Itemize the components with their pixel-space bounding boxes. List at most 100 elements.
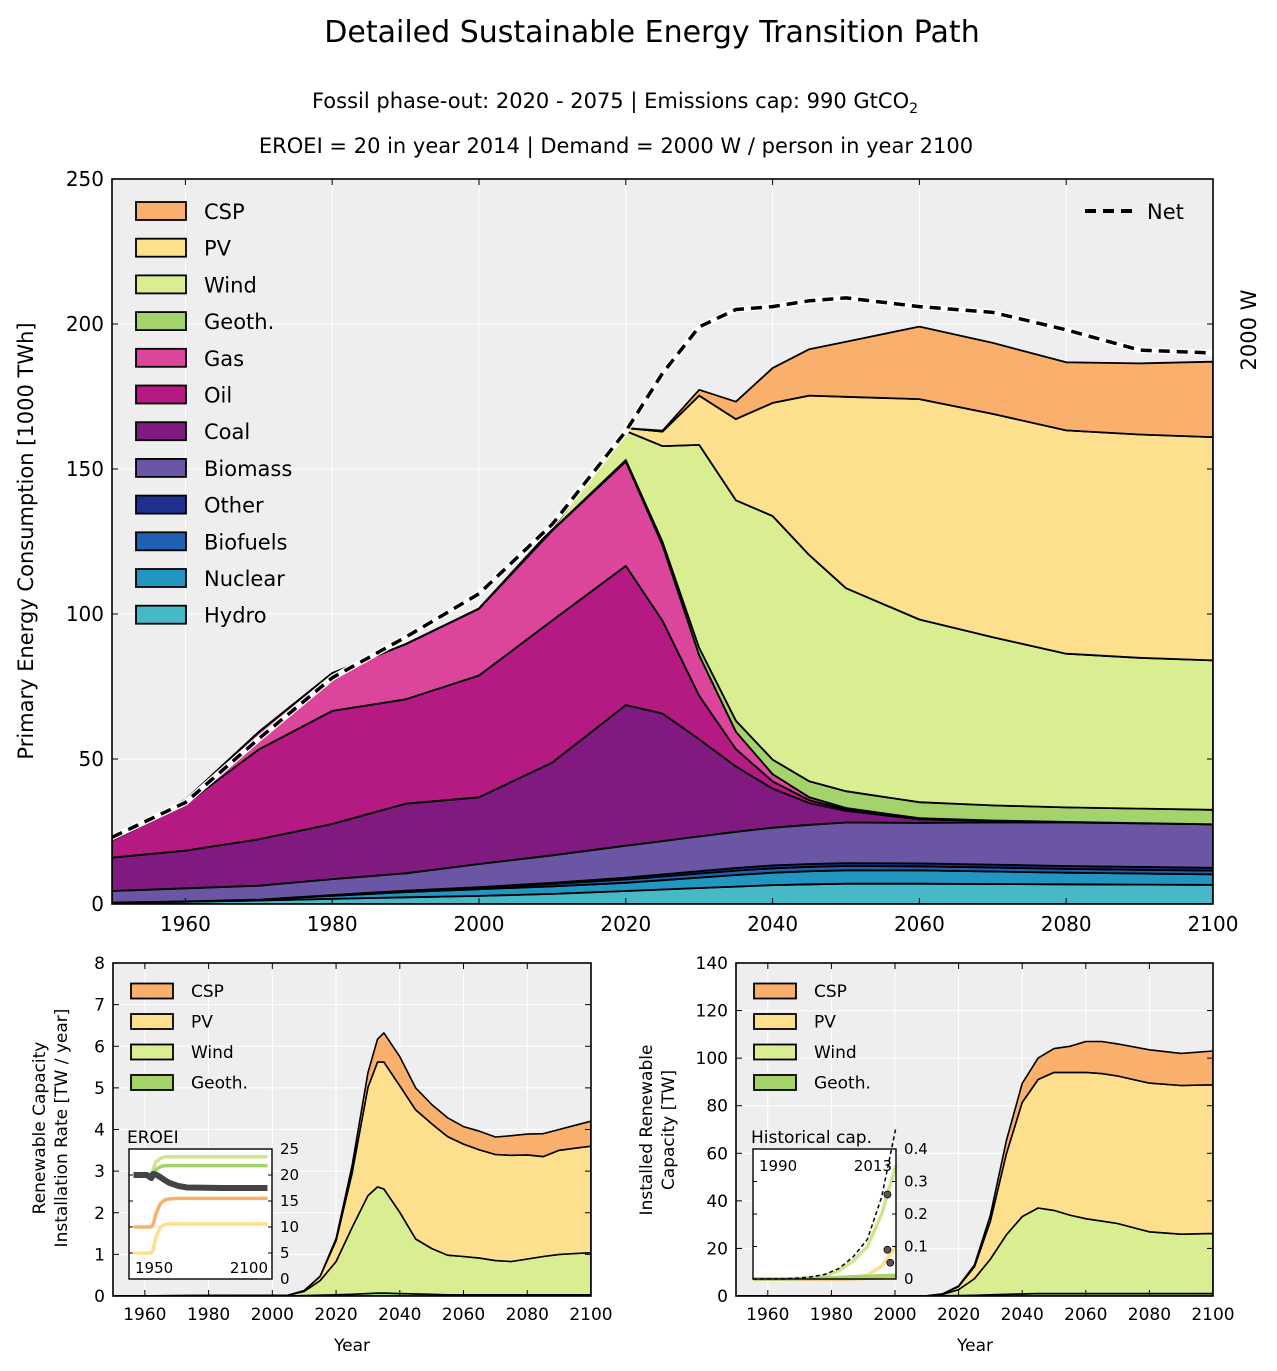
legend-swatch-pv [753,1013,797,1030]
subtitle-line-1-text: Fossil phase-out: 2020 - 2075 | Emission… [312,89,909,114]
y-tick-label: 140 [696,954,728,974]
inset-background [753,1149,896,1279]
tick-labels: 1960 1980 2000 2020 2040 2060 2080 210001234567… [94,954,612,1325]
inset-x-tick-label: 1950 [135,1259,173,1277]
series-areas [113,1032,591,1296]
inset-data-point [883,1245,892,1254]
legend-swatch-pv [135,237,187,258]
legend-swatch-csp [130,982,174,1000]
x-tick-label: 2020 [314,1305,357,1325]
ticks [736,962,1214,1297]
legend-swatch-other [135,494,187,515]
legend-label-pv: PV [204,237,232,261]
legend-label-csp: CSP [814,982,847,1002]
legend-net: Net [1085,200,1184,224]
x-tick-label: 2080 [506,1305,549,1325]
legend: CSP PV Wind Geoth. [753,982,871,1094]
y-tick-label: 0 [91,892,104,916]
x-tick-label: 2040 [1001,1305,1044,1325]
y-tick-label: 4 [94,1121,105,1141]
legend-label-pv: PV [191,1013,213,1033]
inset-x-tick-label: 1990 [759,1157,797,1175]
y-tick-label: 60 [706,1144,728,1164]
figure-title: Detailed Sustainable Energy Transition P… [324,15,979,50]
inset-y-tick-label: 20 [280,1166,299,1184]
series-areas [112,294,1213,904]
y-tick-label: 40 [706,1192,728,1212]
y-tick-label: 120 [696,1002,728,1022]
legend-swatch-geoth [753,1074,797,1091]
x-tick-label: 2100 [1188,912,1239,936]
net-line [112,296,1213,839]
y-tick-label: 250 [66,167,104,191]
x-tick-label: 2000 [251,1305,294,1325]
y-tick-label: 0 [94,1287,105,1307]
legend: CSP PV Wind Geoth. [130,982,248,1094]
y-tick-label: 100 [66,602,104,626]
x-tick-label: 1980 [810,1305,853,1325]
x-tick-label: 2060 [1064,1305,1107,1325]
y-tick-label: 150 [66,457,104,481]
legend-label-net: Net [1147,200,1184,224]
installed-capacity-chart: 1960 1980 2000 2020 2040 2060 2080 210002040608… [637,954,1235,1356]
inset-y-ticks: 0 5 10 15 20 25 [129,1140,299,1288]
main-chart: 1960 1980 2000 2020 2040 2060 2080 2100 0 50 100 15… [14,167,1261,936]
inset-x-tick-label: 2013 [854,1157,892,1175]
legend-label-hydro: Hydro [204,604,267,628]
legend-label-gas: Gas [204,347,244,371]
legend-label-other: Other [204,494,264,518]
legend-label-csp: CSP [204,200,245,224]
legend-label-wind: Wind [191,1043,234,1063]
y-tick-label: 2 [94,1204,105,1224]
legend-swatch-coal [135,421,187,442]
legend-label-pv: PV [814,1013,836,1033]
plot-frame [735,962,1214,1297]
inset-y-tick-label: 5 [280,1244,290,1262]
x-tick-label: 2100 [1191,1305,1234,1325]
x-axis-label: Year [956,1336,993,1356]
y-tick-label: 6 [94,1037,105,1057]
legend-swatch-csp [753,982,797,1000]
inset-frame [128,1148,273,1280]
y-tick-label: 200 [66,312,104,336]
legend-label-geoth: Geoth. [814,1074,871,1094]
legend-label-biofuels: Biofuels [204,530,288,554]
legend-label-geoth: Geoth. [191,1074,248,1094]
legend-label-wind: Wind [814,1043,857,1063]
y-axis-label-line-2: Capacity [TW] [659,1070,679,1190]
inset-lines [133,1155,268,1255]
x-tick-label: 2100 [569,1305,612,1325]
inset-x-tick-labels: 1950 2100 [135,1259,268,1277]
legend-label-biomass: Biomass [204,457,292,481]
legend: CSP PV Wind Geoth. Gas Oil Coal Biomass Other Bio… [135,200,292,628]
subtitle-subscript: 2 [909,101,918,117]
y-tick-label: 5 [94,1079,105,1099]
inset-y-tick-label: 0.2 [904,1205,928,1223]
ticks [112,178,1214,905]
y-tick-label: 7 [94,996,105,1016]
inset-y-tick-label: 0.3 [904,1173,928,1191]
x-tick-label: 1980 [307,912,358,936]
y-axis-label-line-1: Renewable Capacity [30,1042,50,1215]
y-tick-label: 100 [696,1049,728,1069]
y-tick-label: 3 [94,1162,105,1182]
inset-line-net [133,1171,268,1191]
inset-y-tick-label: 15 [280,1192,299,1210]
subtitle-line-2: EROEI = 20 in year 2014 | Demand = 2000 … [259,134,973,159]
legend-swatch-biomass [135,457,187,478]
x-axis-label: Year [333,1336,370,1356]
y-tick-label: 20 [706,1239,728,1259]
legend-swatch-csp [135,201,187,221]
series-areas [736,1040,1213,1296]
legend-label-oil: Oil [204,384,232,408]
legend-swatch-nuclear [135,568,187,588]
x-tick-label: 2040 [747,912,798,936]
inset-data-point [886,1258,895,1267]
inset-y-ticks: 0 0.1 0.2 0.3 0.4 [753,1140,928,1288]
x-tick-label: 2020 [937,1305,980,1325]
x-tick-label: 1960 [160,912,211,936]
y-tick-label: 1 [94,1245,105,1265]
inset-title: EROEI [127,1128,179,1148]
legend-label-nuclear: Nuclear [204,567,285,591]
